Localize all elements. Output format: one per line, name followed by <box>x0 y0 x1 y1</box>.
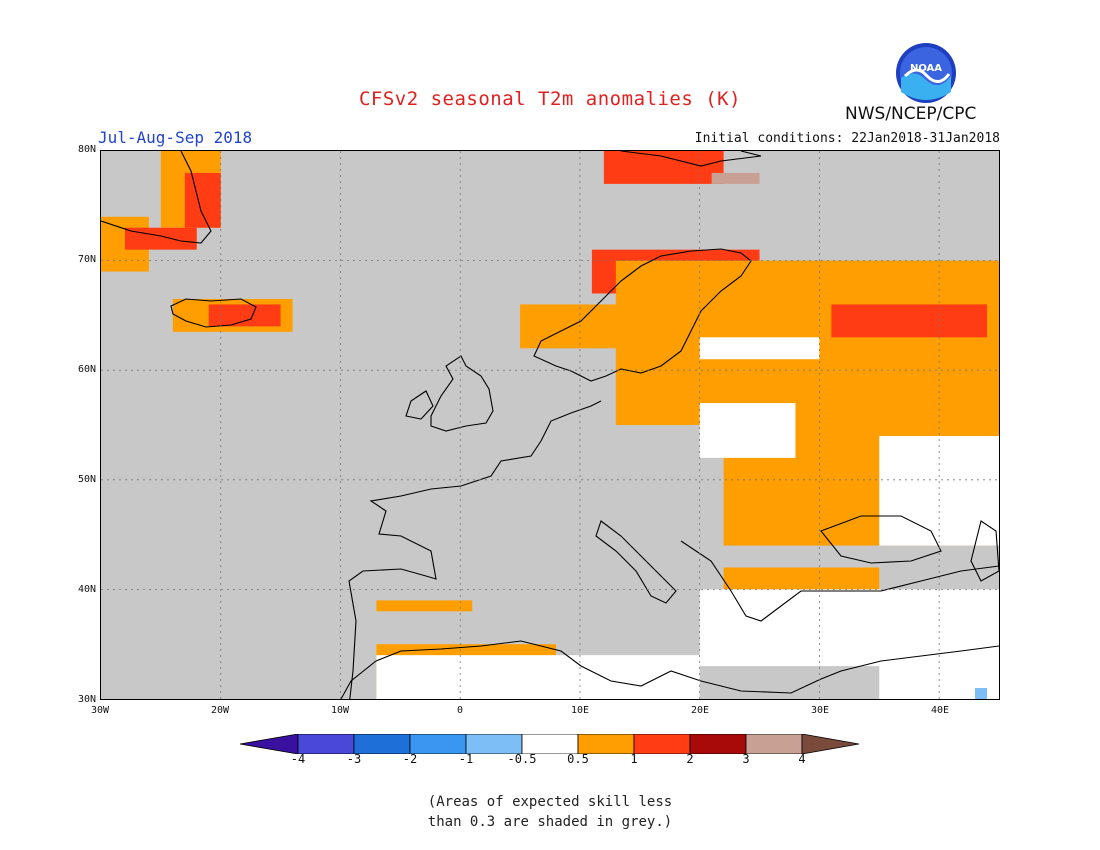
colorbar-label: -2 <box>402 752 418 766</box>
anomaly-region-orange <box>723 567 880 590</box>
map-canvas <box>100 150 1000 707</box>
lon-label-10e: 10E <box>570 705 590 716</box>
anomaly-region-orange <box>376 600 473 612</box>
colorbar-segment <box>465 733 523 755</box>
coastline-italy <box>595 520 677 604</box>
colorbar-label: 2 <box>686 752 694 766</box>
colorbar-label: -4 <box>290 752 306 766</box>
organization-label: NWS/NCEP/CPC <box>845 104 977 124</box>
colorbar-label: -0.5 <box>507 752 537 766</box>
lon-label-40e: 40E <box>930 705 950 716</box>
lat-label-60n: 60N <box>77 364 96 375</box>
lat-label-50n: 50N <box>77 474 96 485</box>
coastline-greenland <box>100 150 212 244</box>
colorbar-segment <box>689 733 747 755</box>
anomaly-region-red <box>184 172 221 228</box>
colorbar-high-arrow <box>801 733 860 755</box>
colorbar-segment <box>745 733 803 755</box>
logo-text: NOAA <box>910 63 942 74</box>
coastline-ireland <box>405 390 434 420</box>
colorbar-label: -3 <box>346 752 362 766</box>
anomaly-region-tan <box>711 172 760 184</box>
anomaly-region-red <box>603 151 724 184</box>
colorbar-segment <box>633 733 691 755</box>
forecast-period: Jul-Aug-Sep 2018 <box>98 128 253 147</box>
anomaly-region-red <box>208 304 281 327</box>
lon-label-30w: 30W <box>90 705 110 716</box>
lon-label-20w: 20W <box>210 705 230 716</box>
coastline-north-africa <box>340 640 1000 700</box>
lat-label-30n: 30N <box>77 694 96 705</box>
lon-label-20e: 20E <box>690 705 710 716</box>
coastline-balkans <box>680 540 1000 622</box>
lat-label-70n: 70N <box>77 254 96 265</box>
skill-note: (Areas of expected skill less than 0.3 a… <box>0 792 1100 832</box>
colorbar-label: 4 <box>798 752 806 766</box>
lon-label-30e: 30E <box>810 705 830 716</box>
colorbar-segment <box>521 733 579 755</box>
colorbar-label: 3 <box>742 752 750 766</box>
coastline-iceland <box>170 298 257 328</box>
coastline-black-sea <box>820 515 942 564</box>
anomaly-region-white <box>699 589 999 667</box>
colorbar-label: 1 <box>630 752 638 766</box>
colorbar-segment <box>409 733 467 755</box>
anomaly-region-white <box>699 403 796 458</box>
anomaly-region-red <box>124 227 197 250</box>
color-scale-bar <box>239 733 860 755</box>
coastline-scandinavia <box>533 248 752 382</box>
colorbar-label: -1 <box>458 752 474 766</box>
coastline-svalbard <box>620 150 762 167</box>
anomaly-region-red <box>831 304 988 338</box>
anomaly-map <box>100 150 1000 707</box>
initial-conditions: Initial conditions: 22Jan2018-31Jan2018 <box>694 131 1000 146</box>
anomaly-region-lightblue <box>975 688 988 699</box>
colorbar-low-arrow <box>239 733 299 755</box>
colorbar-segment <box>577 733 635 755</box>
map-title: CFSv2 seasonal T2m anomalies (K) <box>358 88 742 110</box>
skill-note-line1: (Areas of expected skill less <box>427 794 673 810</box>
coastline-iberia <box>348 400 602 707</box>
noaa-logo: NOAA <box>895 42 957 104</box>
colorbar-label: 0.5 <box>567 752 589 766</box>
lon-label-0: 0 <box>456 705 464 716</box>
anomaly-region-white <box>376 655 700 699</box>
lat-label-40n: 40N <box>77 584 96 595</box>
lat-label-80n: 80N <box>77 144 96 155</box>
anomaly-region-white <box>699 337 820 360</box>
skill-note-line2: than 0.3 are shaded in grey.) <box>427 814 673 830</box>
coastline-caspian <box>970 520 1000 582</box>
coastline-britain <box>430 355 494 432</box>
colorbar-segment <box>297 733 355 755</box>
colorbar-segment <box>353 733 411 755</box>
lon-label-10w: 10W <box>330 705 350 716</box>
